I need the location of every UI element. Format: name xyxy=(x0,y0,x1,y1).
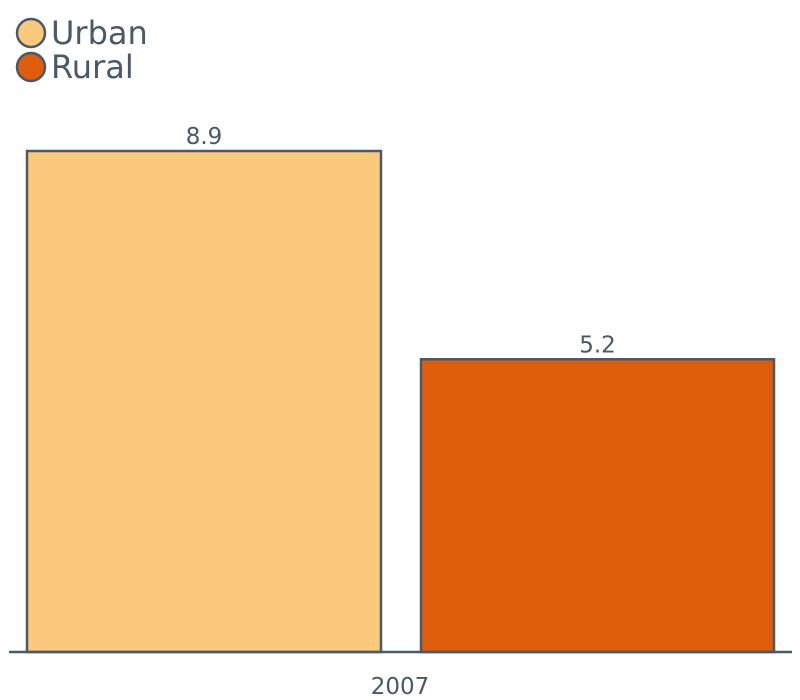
data-label-urban: 8.9 xyxy=(186,124,223,150)
bar-urban-2007 xyxy=(25,149,383,654)
legend-label-rural: Rural xyxy=(51,48,134,86)
x-tick-label: 2007 xyxy=(371,674,430,700)
x-tick-labels: 2007 xyxy=(371,674,430,700)
data-labels: 8.9 5.2 xyxy=(186,124,616,358)
legend-marker-rural xyxy=(15,51,47,83)
bar-rural-2007 xyxy=(419,358,776,654)
legend-marker-urban xyxy=(15,17,47,49)
bars xyxy=(25,149,776,654)
data-label-rural: 5.2 xyxy=(579,332,616,358)
legend-label-urban: Urban xyxy=(51,14,148,52)
